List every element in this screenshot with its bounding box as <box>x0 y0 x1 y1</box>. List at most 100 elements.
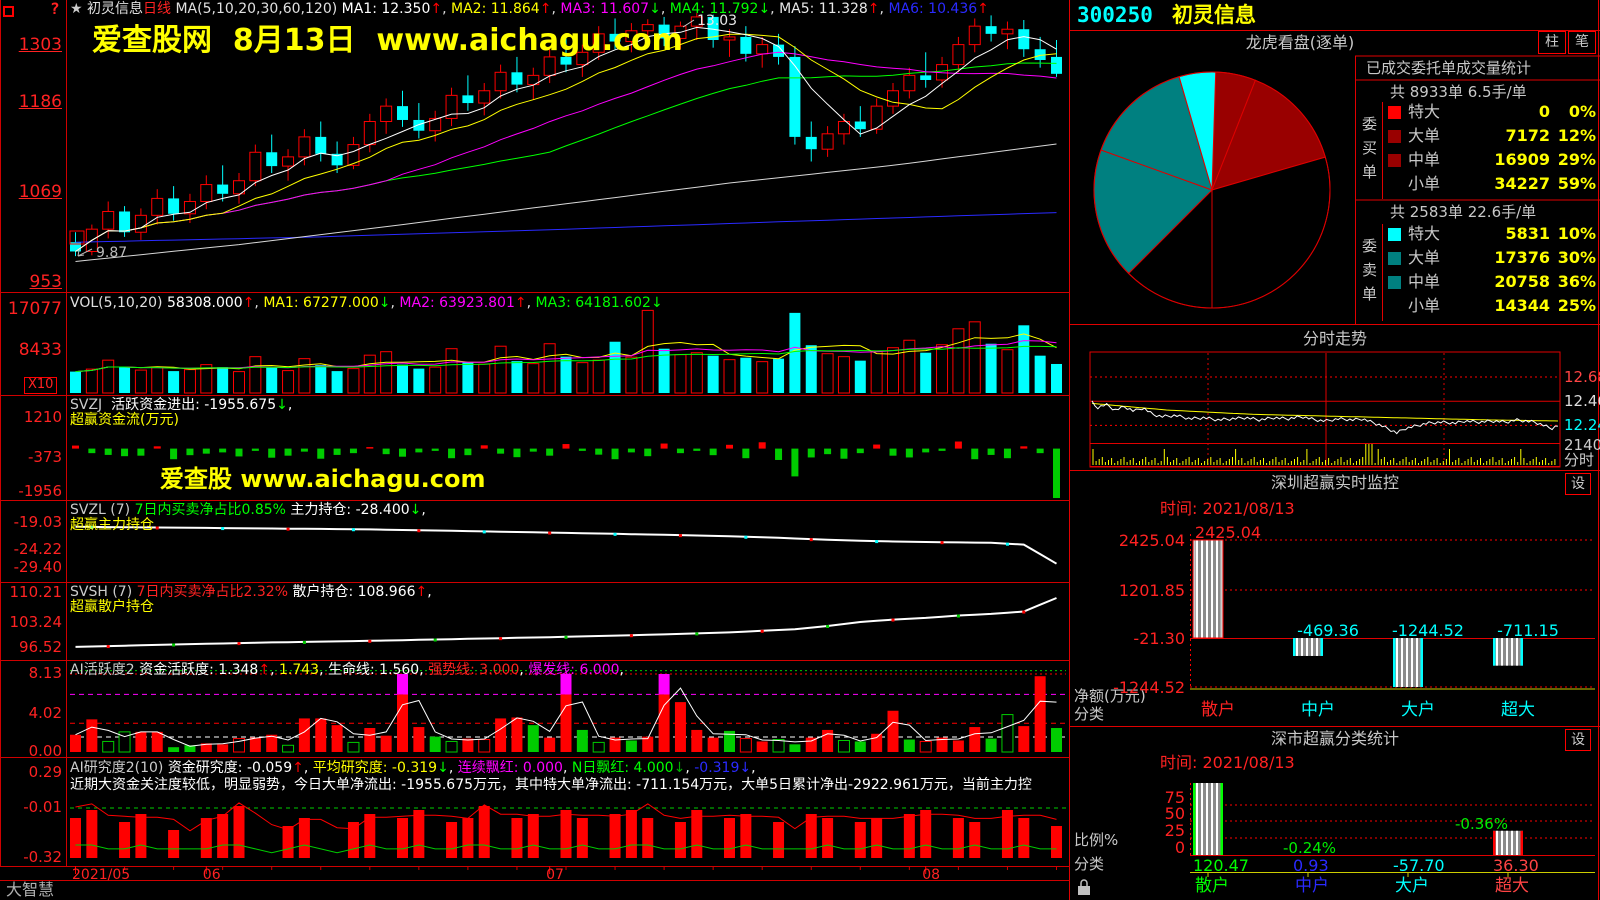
main-chart-header: ★ 初灵信息日线 MA(5,10,20,30,60,120) MA1: 12.3… <box>70 1 989 17</box>
intraday-axis-label: 12.24 <box>1564 416 1600 434</box>
svsh-header: SVSH (7) 7日内买卖净占比2.32% 散户持仓: 108.966↑, <box>70 584 432 600</box>
price-axis-label: 1186 <box>18 92 62 112</box>
order-size-swatch <box>1388 228 1401 241</box>
monitor-bar-value: -1244.52 <box>1392 621 1464 640</box>
price-axis-label: 953 <box>29 272 62 292</box>
ai-research-header: AI研究度2(10) 资金研究度: -0.059↑, 平均研究度: -0.319… <box>70 760 756 776</box>
time-axis-label: 2021/05 <box>72 867 131 883</box>
buy-total: 共 8933单 6.5手/单 <box>1390 83 1527 101</box>
indicator-axis-label: -29.40 <box>13 558 62 576</box>
order-row-value: 14344 <box>1494 296 1550 315</box>
monitor-axis-class: 分类 <box>1074 705 1105 723</box>
order-row-value: 16909 <box>1494 150 1550 169</box>
order-row-label: 中单 <box>1408 150 1441 169</box>
indicator-axis-label: -19.03 <box>13 513 62 531</box>
intraday-axis-label: 分时 <box>1564 451 1595 469</box>
order-row-label: 中单 <box>1408 272 1441 291</box>
order-size-swatch <box>1388 106 1401 119</box>
order-stats-title: 已成交委托单成交量统计 <box>1366 59 1532 77</box>
monitor-axis-label: 2425.04 <box>1118 531 1185 550</box>
monitor-axis-label: 1201.85 <box>1118 581 1185 600</box>
monitor-category-label: 中户 <box>1301 700 1335 720</box>
order-row-percent: 29% <box>1557 150 1596 169</box>
help-icon[interactable]: ? <box>50 0 60 18</box>
lock-icon <box>1080 879 1088 886</box>
stats-category-label: 大户 <box>1395 876 1429 896</box>
stock-code: 300250 <box>1077 3 1153 27</box>
ai1-axis-label: 4.02 <box>28 704 62 722</box>
order-size-swatch <box>1388 154 1401 167</box>
stats-axis-class: 分类 <box>1074 855 1105 873</box>
pillar-button[interactable]: 柱 <box>1538 31 1566 54</box>
pen-button[interactable]: 笔 <box>1568 31 1596 54</box>
svzl-header: SVZL (7) 7日内买卖净占比0.85% 主力持仓: -28.400↓, <box>70 502 426 518</box>
stats-bar-value: 0.93 <box>1293 856 1329 875</box>
ai1-axis-label: 0.00 <box>28 742 62 760</box>
stats-note: -0.24% <box>1283 839 1337 857</box>
stats-category-label: 散户 <box>1195 876 1229 896</box>
order-size-swatch <box>1388 252 1401 265</box>
order-row-value: 34227 <box>1494 174 1550 193</box>
order-size-swatch <box>1388 130 1401 143</box>
window-icon[interactable] <box>3 6 14 17</box>
vol-multiplier: X10 <box>24 377 58 394</box>
vol-axis-label: 17077 <box>7 299 62 319</box>
stats-note: -0.36% <box>1455 815 1509 833</box>
stats-category-label: 中户 <box>1295 876 1329 896</box>
svsh-sublabel: 超赢散户持仓 <box>70 599 154 615</box>
stats-axis-label: 50 <box>1164 804 1185 823</box>
monitor-axis-label: -21.30 <box>1133 629 1185 648</box>
ai1-axis-label: 8.13 <box>28 664 62 682</box>
order-row-percent: 25% <box>1557 296 1596 315</box>
stats-axis-label: 0 <box>1174 838 1185 857</box>
ai2-axis-label: -0.01 <box>23 798 62 816</box>
order-row-label: 小单 <box>1408 296 1441 315</box>
vol-header: VOL(5,10,20) 58308.000↑, MA1: 67277.000↓… <box>70 295 663 311</box>
indicator-axis-label: -24.22 <box>13 540 62 558</box>
sell-side-label: 委卖单 <box>1362 237 1378 303</box>
monitor-settings-button[interactable]: 设 <box>1565 473 1591 495</box>
order-row-percent: 59% <box>1557 174 1596 193</box>
stats-settings-button[interactable]: 设 <box>1565 729 1591 751</box>
watermark-sub: 爱查股 www.aichagu.com <box>160 465 486 493</box>
svzl-sublabel: 超赢主力持仓 <box>70 517 154 533</box>
ai2-axis-label: 0.29 <box>28 763 62 781</box>
stats-bar-value: 36.30 <box>1493 856 1539 875</box>
ai2-axis-label: -0.32 <box>23 848 62 866</box>
monitor-axis-label: -1244.52 <box>1113 678 1185 697</box>
order-row-value: 5831 <box>1505 224 1550 243</box>
order-row-value: 17376 <box>1494 248 1550 267</box>
monitor-category-label: 散户 <box>1201 700 1235 720</box>
monitor-time: 时间: 2021/08/13 <box>1160 499 1295 518</box>
order-row-percent: 30% <box>1557 248 1596 267</box>
order-row-label: 小单 <box>1408 174 1441 193</box>
price-axis-label: 1069 <box>18 182 62 202</box>
ai-research-note: 近期大资金关注度较低，明显弱势，今日大单净流出: -1955.675万元，其中特… <box>70 777 1032 793</box>
order-row-label: 特大 <box>1408 224 1441 243</box>
stats-axis-label: 75 <box>1164 788 1185 807</box>
stats-category-label: 超大 <box>1495 876 1529 896</box>
monitor-axis-unit: 净额(万元) <box>1074 687 1146 705</box>
stats-time: 时间: 2021/08/13 <box>1160 753 1295 772</box>
intraday-axis-label: 2140 <box>1564 436 1600 454</box>
stats-axis-unit: 比例% <box>1074 831 1119 849</box>
indicator-axis-label: 96.52 <box>19 638 62 656</box>
price-axis-label: 1303 <box>18 35 62 55</box>
order-row-percent: 10% <box>1557 224 1596 243</box>
monitor-category-label: 大户 <box>1401 700 1435 720</box>
order-row-percent: 12% <box>1557 126 1596 145</box>
intraday-axis-label: 12.68 <box>1564 368 1600 386</box>
vol-axis-label: 8433 <box>18 340 62 360</box>
ai-activity-header: AI活跃度2 资金活跃度: 1.348↑, 1.743, 生命线: 1.560,… <box>70 662 624 678</box>
monitor-category-label: 超大 <box>1501 700 1535 720</box>
chart-annotation: 13.03 <box>697 13 738 29</box>
stats-bar-value: -57.70 <box>1393 856 1445 875</box>
time-axis-label: 08 <box>922 867 941 883</box>
order-row-value: 0 <box>1538 102 1550 121</box>
order-row-label: 大单 <box>1408 248 1441 267</box>
monitor-bar-value: -711.15 <box>1497 621 1559 640</box>
stats-title: 深市超赢分类统计 <box>1270 729 1399 748</box>
time-axis-label: 06 <box>202 867 221 883</box>
